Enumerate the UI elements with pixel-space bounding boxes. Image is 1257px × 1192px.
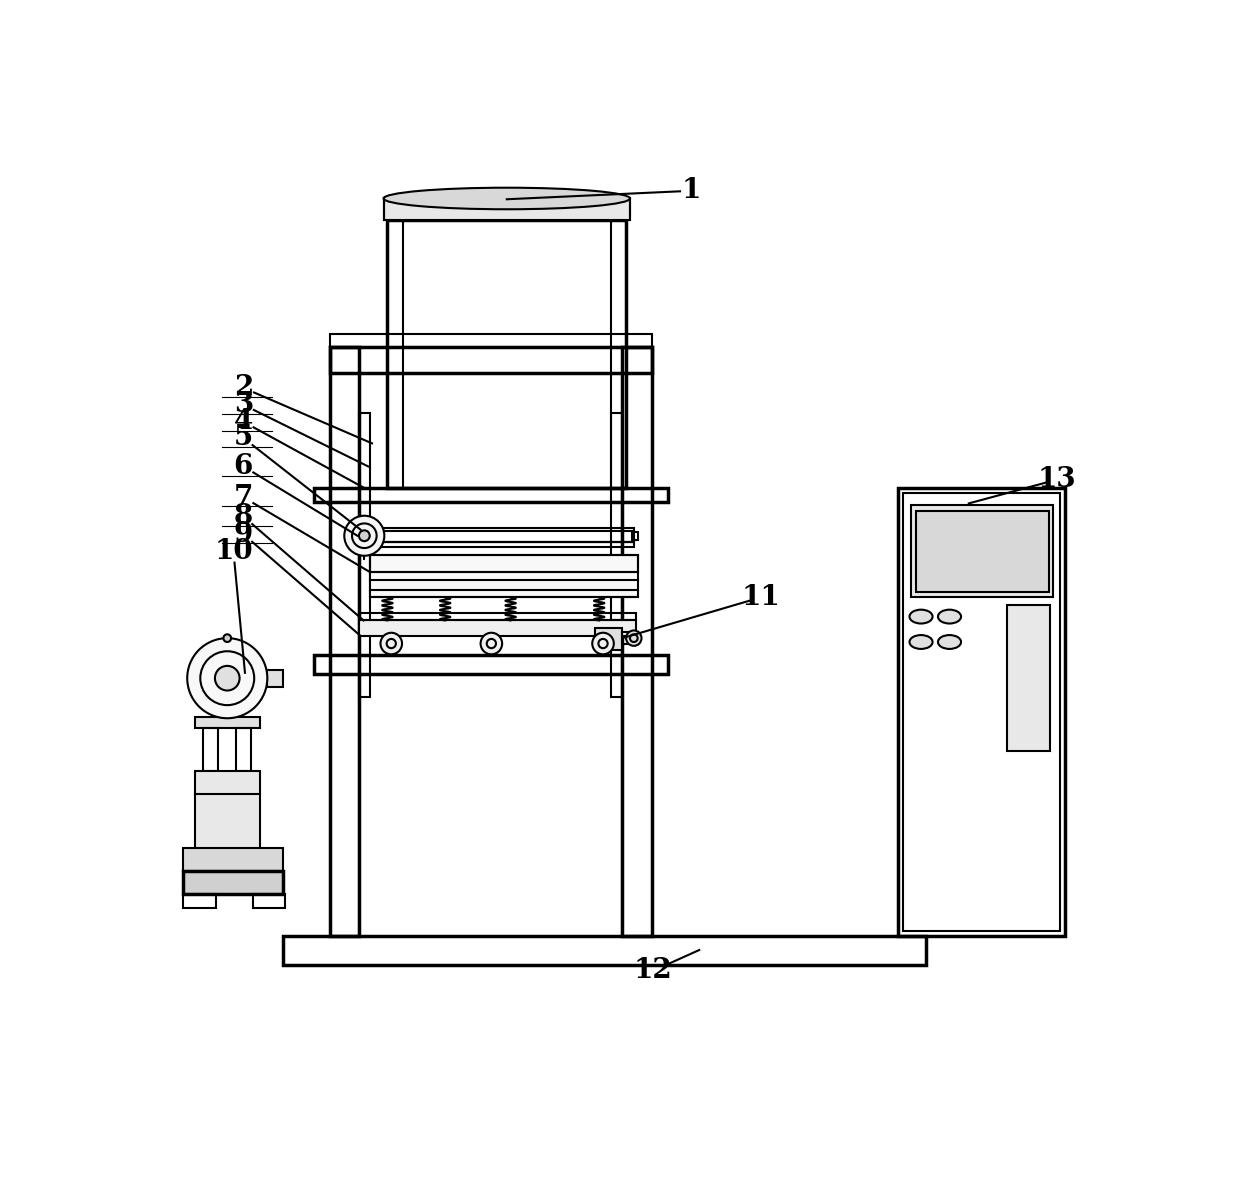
Text: 10: 10 [214,538,253,565]
Bar [916,511,1048,592]
Circle shape [187,638,268,719]
Text: 6: 6 [234,453,253,480]
Bar [314,488,669,502]
Bar [360,613,636,621]
Bar [195,716,260,728]
Bar [360,528,634,542]
Bar [329,334,651,347]
Circle shape [626,631,641,646]
Text: 9: 9 [234,521,253,547]
Bar [195,794,260,849]
Ellipse shape [910,609,933,623]
Text: 8: 8 [234,503,253,530]
Ellipse shape [938,609,962,623]
Text: 12: 12 [634,957,672,985]
Bar [611,412,622,697]
Ellipse shape [910,635,933,648]
Bar [195,770,260,795]
Text: 4: 4 [234,409,253,435]
Ellipse shape [938,635,962,648]
Bar [383,199,630,221]
Bar [329,347,651,372]
Circle shape [360,530,370,541]
Circle shape [224,634,231,642]
Bar [370,555,637,572]
Bar [360,542,634,546]
Bar [266,670,284,688]
Circle shape [215,666,240,690]
Bar [622,347,651,936]
Text: 3: 3 [234,391,253,418]
Bar [631,532,637,540]
Bar [360,621,636,635]
Bar [911,505,1053,597]
Circle shape [344,516,385,555]
Circle shape [592,633,613,654]
Bar [360,412,371,697]
Bar [1007,606,1050,751]
Bar [596,628,622,650]
Text: 13: 13 [1038,466,1077,493]
Bar [202,728,217,770]
Bar [184,870,284,894]
Bar [329,347,360,936]
Bar [314,656,669,675]
Bar [897,488,1065,936]
Circle shape [381,633,402,654]
Bar [284,936,926,966]
Ellipse shape [383,187,630,210]
Bar [236,728,251,770]
Bar [387,221,626,488]
Bar [622,632,637,645]
Bar [184,894,216,907]
Bar [904,493,1060,931]
Text: 2: 2 [234,374,253,402]
Bar [370,555,637,597]
Text: 5: 5 [234,424,253,452]
Circle shape [480,633,502,654]
Bar [253,894,285,907]
Bar [184,848,284,870]
Text: 7: 7 [234,484,253,510]
Text: 1: 1 [681,178,701,204]
Text: 11: 11 [742,584,781,610]
